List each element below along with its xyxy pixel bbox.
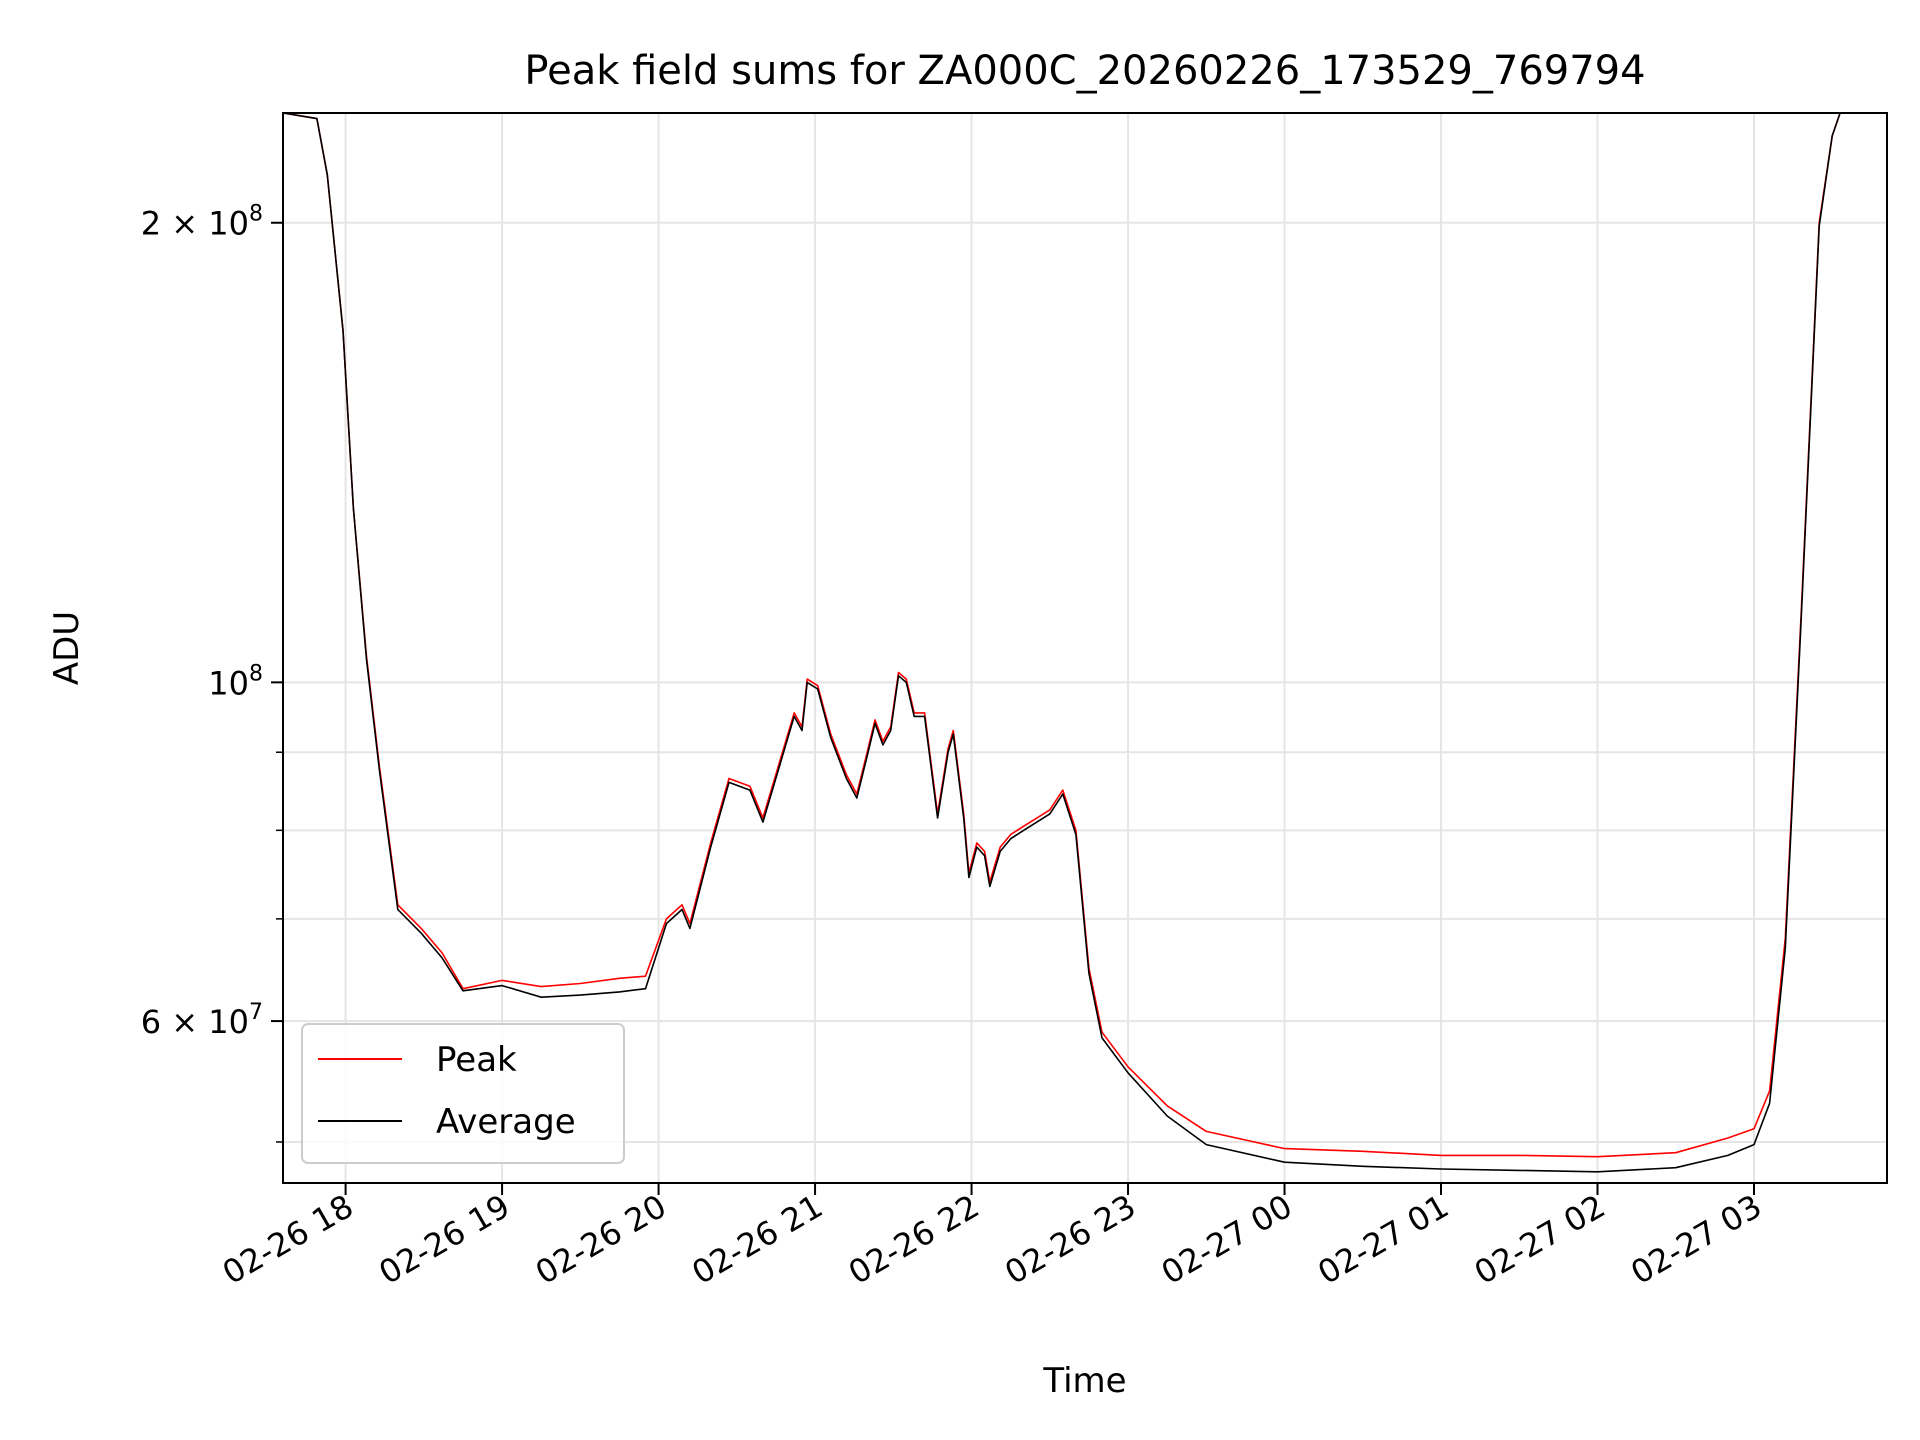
y-tick-label: 6 × 107: [141, 1000, 263, 1041]
y-tick-label: 108: [208, 661, 263, 702]
y-tick-exponent: 8: [249, 202, 263, 227]
series-line-average: [283, 113, 1887, 1173]
y-tick-base: 2 × 10: [141, 205, 249, 243]
y-tick-base: 6 × 10: [141, 1003, 249, 1041]
y-tick-label: 2 × 108: [141, 202, 263, 243]
y-tick-base: 10: [208, 664, 249, 702]
legend-peak-label: Peak: [436, 1040, 517, 1080]
y-axis-label: ADU: [47, 611, 87, 685]
legend: Peak Average: [301, 1023, 625, 1164]
y-tick-exponent: 7: [249, 1000, 263, 1025]
y-tick-exponent: 8: [249, 661, 263, 686]
series-layer: [283, 113, 1887, 1173]
legend-average-label: Average: [436, 1102, 576, 1142]
plot-frame: [282, 112, 1888, 1184]
chart-title: Peak field sums for ZA000C_20260226_1735…: [524, 48, 1645, 94]
x-axis-label: Time: [1042, 1361, 1126, 1401]
plot-area: [283, 113, 1887, 1173]
